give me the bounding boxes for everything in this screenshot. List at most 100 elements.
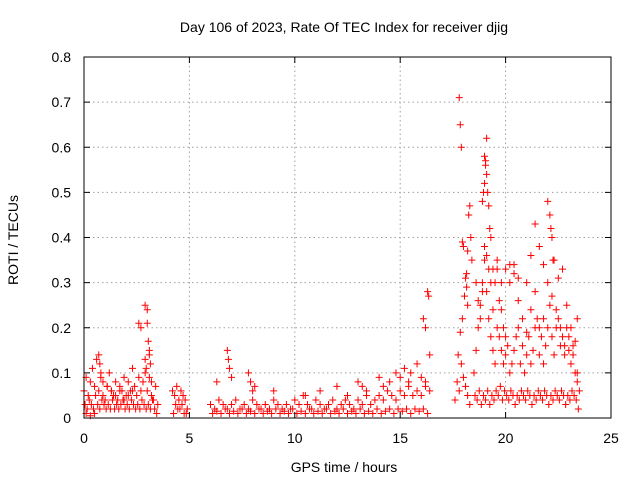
data-point	[540, 261, 548, 269]
data-point	[425, 292, 433, 300]
data-point	[213, 407, 221, 415]
data-point	[482, 161, 490, 169]
data-point	[93, 355, 101, 363]
data-point	[396, 373, 404, 381]
data-point	[515, 396, 523, 404]
data-point	[183, 405, 191, 413]
data-point	[303, 400, 311, 408]
data-point	[499, 360, 507, 368]
data-point	[525, 333, 533, 341]
data-point	[405, 378, 413, 386]
data-point	[485, 202, 493, 210]
data-point	[105, 369, 113, 377]
data-point	[270, 396, 278, 404]
data-point	[483, 252, 491, 260]
data-point	[551, 387, 559, 395]
data-point	[510, 270, 518, 278]
data-point	[527, 360, 535, 368]
data-point	[263, 407, 271, 415]
data-point	[253, 400, 261, 408]
x-tick-label: 10	[287, 430, 303, 446]
data-point	[424, 409, 432, 417]
data-point	[555, 396, 563, 404]
data-point	[464, 301, 472, 309]
data-point	[173, 382, 181, 390]
data-point	[373, 405, 381, 413]
data-point	[322, 405, 330, 413]
data-point	[142, 364, 150, 372]
data-point	[474, 324, 482, 332]
data-point	[398, 407, 406, 415]
data-point	[232, 396, 240, 404]
data-point	[400, 364, 408, 372]
data-point	[481, 179, 489, 187]
data-point	[516, 360, 524, 368]
data-point	[206, 400, 214, 408]
x-axis-label: GPS time / hours	[291, 459, 398, 475]
data-point	[348, 407, 356, 415]
data-point	[169, 387, 177, 395]
data-point	[517, 387, 525, 395]
data-point	[134, 400, 142, 408]
data-point	[228, 373, 236, 381]
data-point	[137, 387, 145, 395]
data-point	[379, 382, 387, 390]
grid-layer	[84, 57, 611, 418]
data-point	[331, 407, 339, 415]
data-point	[455, 387, 463, 395]
data-point	[531, 288, 539, 296]
data-point	[135, 319, 143, 327]
data-point	[413, 387, 421, 395]
data-point	[513, 391, 521, 399]
data-point	[413, 360, 421, 368]
data-point	[498, 396, 506, 404]
data-point	[344, 409, 351, 417]
data-point	[175, 396, 183, 404]
data-point	[554, 315, 562, 323]
data-point	[475, 387, 483, 395]
data-point	[489, 265, 497, 273]
data-point	[138, 396, 146, 404]
data-point	[97, 369, 105, 377]
data-point	[234, 409, 242, 417]
data-point	[548, 234, 556, 241]
data-point	[371, 396, 379, 404]
data-point	[314, 407, 322, 415]
data-point	[83, 405, 91, 413]
data-point	[128, 364, 136, 372]
data-point	[301, 409, 309, 417]
data-point	[217, 409, 225, 417]
data-point	[154, 400, 162, 408]
data-point	[497, 346, 505, 354]
data-point	[240, 400, 248, 408]
data-point	[95, 387, 103, 395]
data-point	[180, 409, 188, 417]
data-point	[565, 333, 573, 341]
data-point	[339, 405, 347, 413]
data-point	[143, 319, 151, 327]
data-point	[456, 328, 464, 336]
data-point	[225, 364, 233, 372]
data-point	[127, 396, 135, 404]
data-point	[123, 400, 131, 408]
data-point	[103, 382, 111, 390]
data-point	[170, 409, 178, 417]
data-point	[564, 391, 572, 399]
data-point	[421, 378, 429, 386]
data-point	[489, 306, 497, 314]
data-point	[455, 94, 463, 102]
data-point	[379, 396, 387, 404]
data-point	[569, 351, 577, 359]
data-point	[375, 391, 383, 399]
data-point	[112, 391, 120, 399]
data-point	[467, 234, 475, 241]
data-point	[546, 211, 554, 219]
data-point	[479, 391, 487, 399]
data-point	[354, 378, 362, 386]
data-point	[473, 396, 481, 404]
data-point	[135, 373, 143, 381]
data-point	[225, 409, 233, 417]
data-point	[538, 396, 546, 404]
data-point	[259, 409, 267, 417]
data-point	[141, 369, 149, 377]
